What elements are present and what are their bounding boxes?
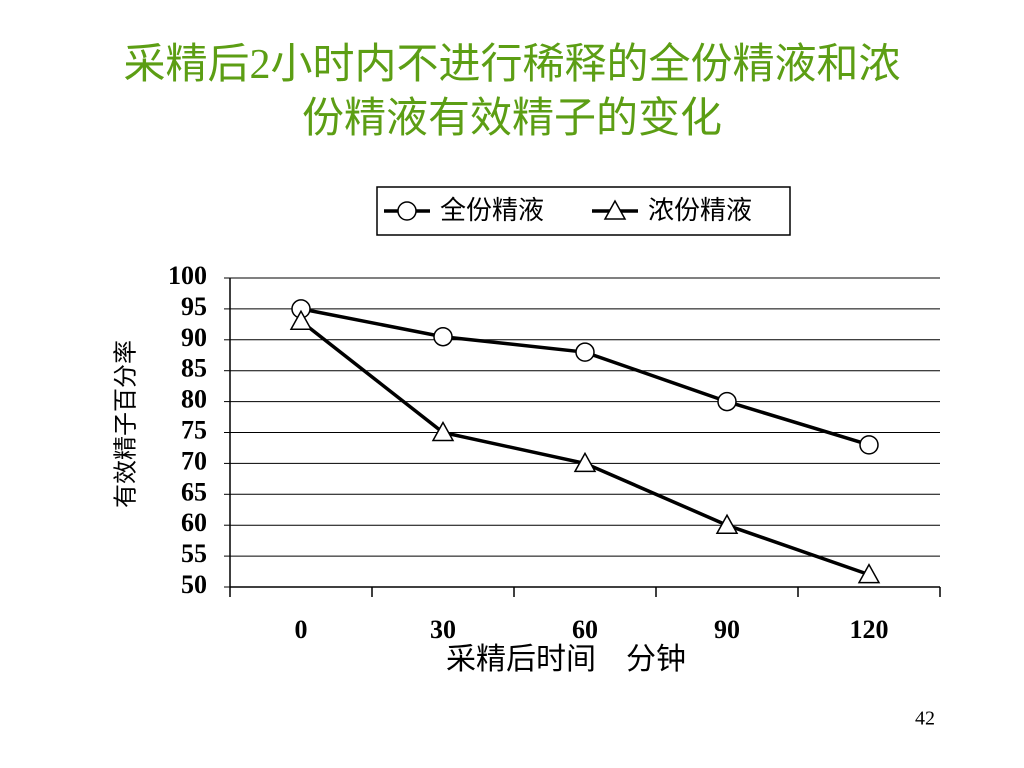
y-tick-label: 100 (168, 261, 207, 290)
marker (573, 451, 597, 473)
legend-label: 浓份精液 (648, 196, 752, 225)
y-tick-label: 95 (181, 292, 207, 321)
marker (433, 326, 453, 347)
x-tick-label: 120 (850, 615, 889, 644)
y-tick-label: 65 (181, 477, 207, 506)
marker (717, 391, 737, 412)
marker (859, 435, 879, 455)
chart-title: 采精后2小时内不进行稀释的全份精液和浓份精液有效精子的变化 (123, 42, 901, 142)
y-tick-label: 75 (181, 415, 207, 444)
y-tick-label: 70 (181, 446, 207, 475)
x-tick-label: 60 (572, 615, 598, 644)
marker (857, 563, 881, 584)
legend-label: 全份精液 (440, 196, 544, 225)
page-number: 42 (915, 708, 935, 730)
legend-box (376, 186, 791, 236)
y-tick-label: 80 (181, 385, 207, 414)
y-tick-label: 90 (181, 323, 207, 352)
y-axis-label: 有效精子百分率 (113, 340, 140, 508)
x-tick-label: 0 (295, 615, 308, 644)
marker (603, 199, 627, 220)
y-tick-label: 60 (181, 508, 207, 537)
y-tick-label: 85 (181, 354, 207, 383)
marker (289, 309, 313, 331)
marker (575, 342, 595, 362)
marker (715, 513, 739, 534)
y-tick-label: 50 (181, 570, 207, 599)
x-tick-label: 30 (430, 615, 456, 644)
y-tick-label: 55 (181, 539, 207, 568)
marker (431, 420, 455, 442)
series-line (300, 307, 870, 447)
x-tick-label: 90 (714, 615, 740, 644)
x-axis-label: 采精后时间 分钟 (446, 643, 686, 676)
marker (397, 201, 417, 221)
